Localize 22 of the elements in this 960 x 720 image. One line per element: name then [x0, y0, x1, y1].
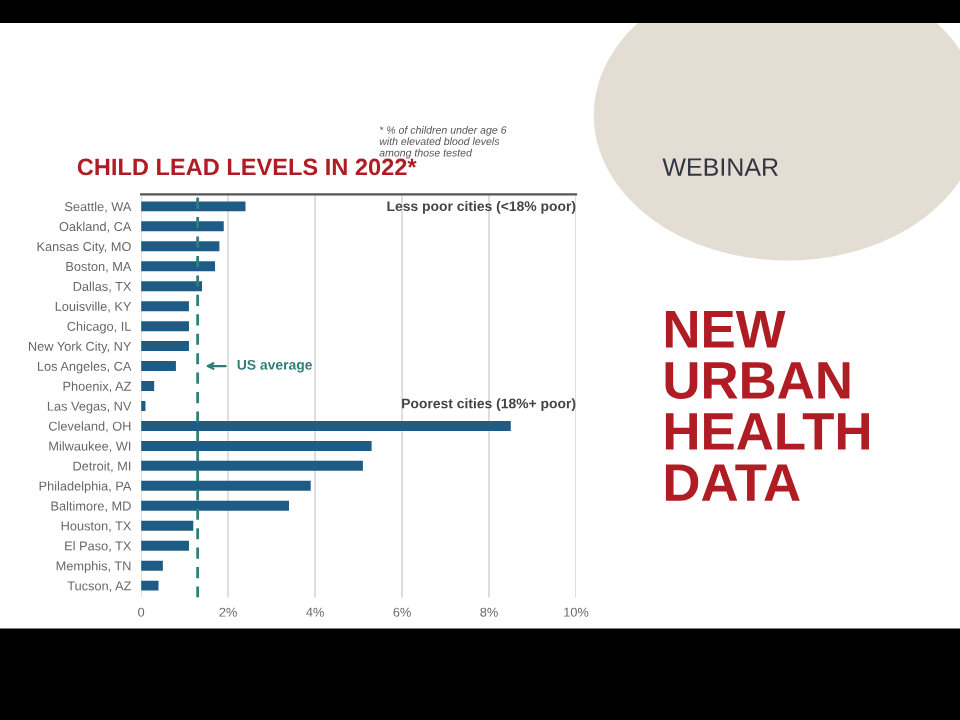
text: NEW URBAN HEALTH DATA [665, 311, 869, 501]
bar [141, 201, 246, 212]
bar [141, 460, 363, 471]
bar [141, 540, 189, 551]
bar [141, 560, 163, 571]
bar [141, 241, 220, 252]
bar [141, 520, 194, 531]
bar [141, 321, 189, 332]
bar [141, 480, 311, 491]
bar [141, 440, 372, 451]
bar [141, 580, 159, 591]
bar [141, 281, 202, 292]
bar [141, 221, 224, 232]
chart-title: CHILD LEAD LEVELS IN 2022* [77, 158, 417, 176]
bar [141, 261, 216, 272]
bar [141, 381, 155, 392]
bar [141, 341, 189, 352]
text: WEBINAR [662, 158, 778, 176]
bar [141, 500, 289, 511]
bar [141, 301, 189, 312]
bar [141, 361, 176, 372]
bar [141, 420, 511, 431]
